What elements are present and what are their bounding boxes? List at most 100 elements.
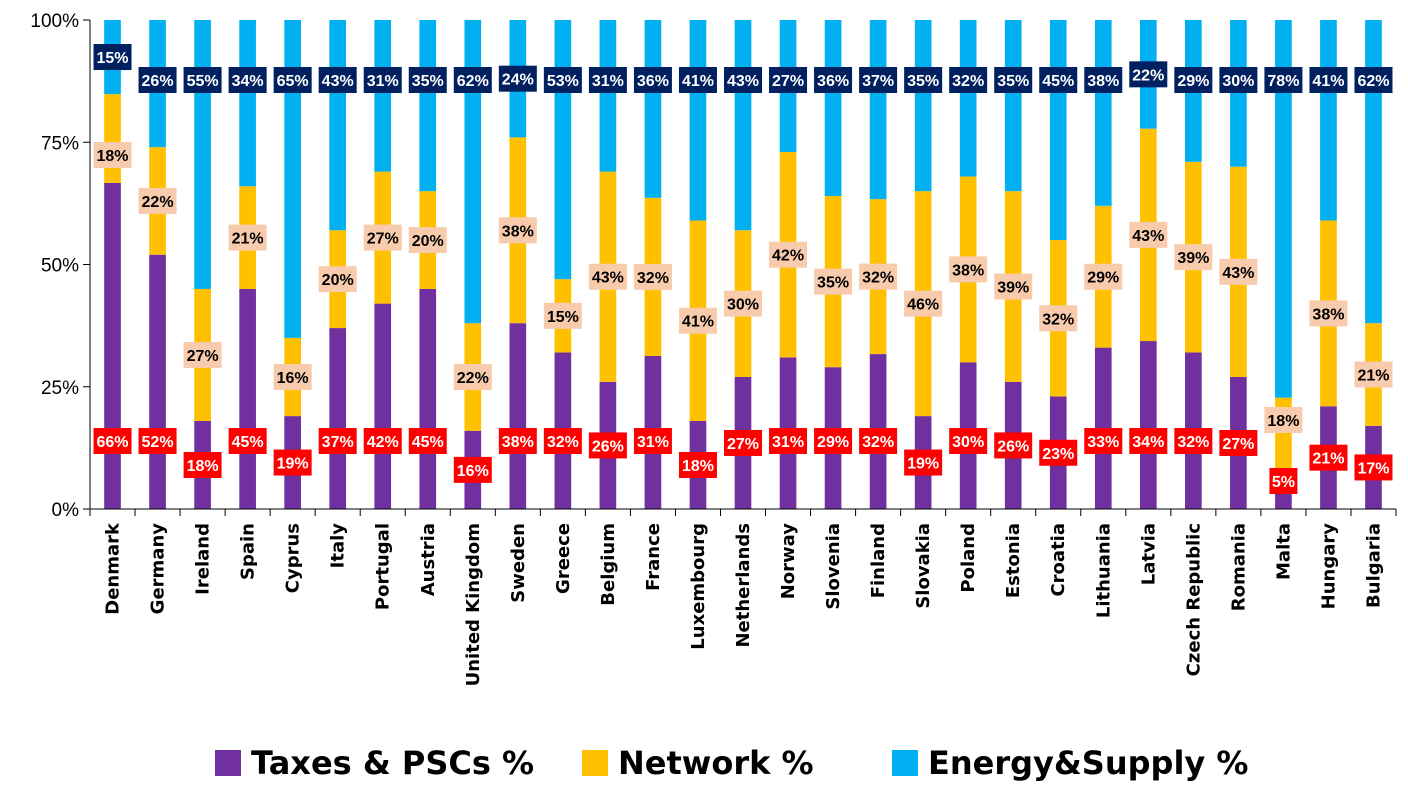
data-label-box <box>408 67 447 93</box>
data-label-box <box>1039 305 1078 332</box>
data-label: 18% <box>682 458 714 475</box>
data-label-box <box>814 67 853 93</box>
x-category-label: Austria <box>418 523 439 596</box>
data-label-box <box>498 217 537 244</box>
data-label-box <box>228 67 267 93</box>
data-label: 36% <box>817 73 849 90</box>
bar-segment-energy-supply <box>689 20 707 221</box>
x-category-label: Portugal <box>373 523 394 610</box>
data-label-box <box>678 67 717 93</box>
data-label: 24% <box>502 72 534 89</box>
bar-segment-energy-supply <box>419 20 437 192</box>
bar-segment-energy-supply <box>959 20 977 177</box>
data-label: 17% <box>1357 460 1389 477</box>
data-label: 66% <box>97 434 129 451</box>
data-label: 32% <box>1042 311 1074 328</box>
data-label: 5% <box>1272 474 1295 491</box>
data-label: 35% <box>997 73 1029 90</box>
data-label: 36% <box>637 73 669 90</box>
data-label-box <box>588 263 627 290</box>
data-label: 26% <box>997 438 1029 455</box>
y-tick-label: 75% <box>41 133 79 154</box>
data-label: 32% <box>862 270 894 287</box>
data-label: 33% <box>1087 434 1119 451</box>
x-category-label: Latvia <box>1138 523 1159 585</box>
data-label-box <box>1309 67 1348 93</box>
bar-segment-energy-supply <box>1275 20 1292 398</box>
data-labels-layer: 66% 18% 15% 52% 22% 26% 18% 27% 55% 45% 21% 34% 19% 1… <box>93 44 1393 494</box>
data-label: 32% <box>637 270 669 287</box>
data-label-box <box>1354 454 1393 481</box>
legend-label: Taxes & PSCs % <box>251 744 534 782</box>
x-category-label: Spain <box>238 523 259 580</box>
data-label-box <box>93 44 132 71</box>
data-label-box <box>1174 428 1213 454</box>
x-category-label: Estonia <box>1003 523 1024 598</box>
data-label: 43% <box>322 73 354 90</box>
legend-swatch <box>582 750 608 776</box>
data-label: 39% <box>1177 250 1209 267</box>
data-label: 18% <box>187 458 219 475</box>
data-label-box <box>1309 300 1348 327</box>
data-label: 45% <box>232 434 264 451</box>
data-label-box <box>633 263 672 290</box>
data-label: 30% <box>727 297 759 314</box>
data-label-box <box>769 428 808 454</box>
x-category-label: Malta <box>1273 523 1294 580</box>
bar-segment-taxes-pscs <box>329 328 347 509</box>
data-label-box <box>1129 61 1168 88</box>
bar-segment-taxes-pscs <box>104 183 121 509</box>
data-label-box <box>318 67 357 93</box>
data-label: 43% <box>727 73 759 90</box>
data-label: 62% <box>457 73 489 90</box>
bar-segment-energy-supply <box>1320 20 1337 221</box>
data-label-box <box>498 65 537 92</box>
data-label-box <box>724 290 762 317</box>
data-label-box <box>363 67 402 93</box>
data-label-box <box>273 363 312 390</box>
bar-segment-energy-supply <box>1094 20 1112 206</box>
x-category-label: Bulgaria <box>1363 523 1384 608</box>
data-label-box <box>814 268 853 295</box>
data-label-box <box>318 428 357 454</box>
data-label: 29% <box>1177 73 1209 90</box>
data-label: 37% <box>322 434 354 451</box>
data-label: 21% <box>232 231 264 248</box>
data-label: 27% <box>727 436 759 453</box>
data-label: 22% <box>457 370 489 387</box>
data-label: 31% <box>367 73 399 90</box>
data-label-box <box>228 428 267 454</box>
data-label-box <box>183 451 222 478</box>
bar-segment-energy-supply <box>869 20 887 200</box>
data-label: 29% <box>817 434 849 451</box>
data-label-box <box>588 432 627 459</box>
data-label-box <box>408 428 447 454</box>
data-label: 19% <box>277 456 309 473</box>
data-label-box <box>724 429 762 456</box>
data-label: 65% <box>277 73 309 90</box>
data-label: 41% <box>1312 73 1344 90</box>
legend-label: Network % <box>618 744 814 782</box>
data-label-box <box>318 266 357 293</box>
data-label: 45% <box>412 434 444 451</box>
data-label-box <box>994 273 1033 300</box>
x-category-label: Denmark <box>103 522 124 615</box>
data-label-box <box>1084 263 1123 290</box>
data-label: 18% <box>1267 413 1299 430</box>
x-category-label: Finland <box>868 523 889 598</box>
data-label-box <box>769 241 808 268</box>
bar-segment-energy-supply <box>644 20 662 198</box>
x-axis: Denmark Germany Ireland Spain Cyprus Italy Por… <box>89 508 1397 686</box>
data-label: 27% <box>772 73 804 90</box>
data-label: 35% <box>412 73 444 90</box>
bar-segment-energy-supply <box>464 20 482 324</box>
data-label: 45% <box>1042 73 1074 90</box>
data-label: 46% <box>907 297 939 314</box>
data-label-box <box>633 67 672 93</box>
data-label-box <box>543 428 582 454</box>
bar-segment-network <box>104 94 121 183</box>
data-label-box <box>93 142 132 168</box>
data-label: 26% <box>142 73 174 90</box>
bar-segment-energy-supply <box>599 20 617 172</box>
bar-segment-energy-supply <box>374 20 392 172</box>
